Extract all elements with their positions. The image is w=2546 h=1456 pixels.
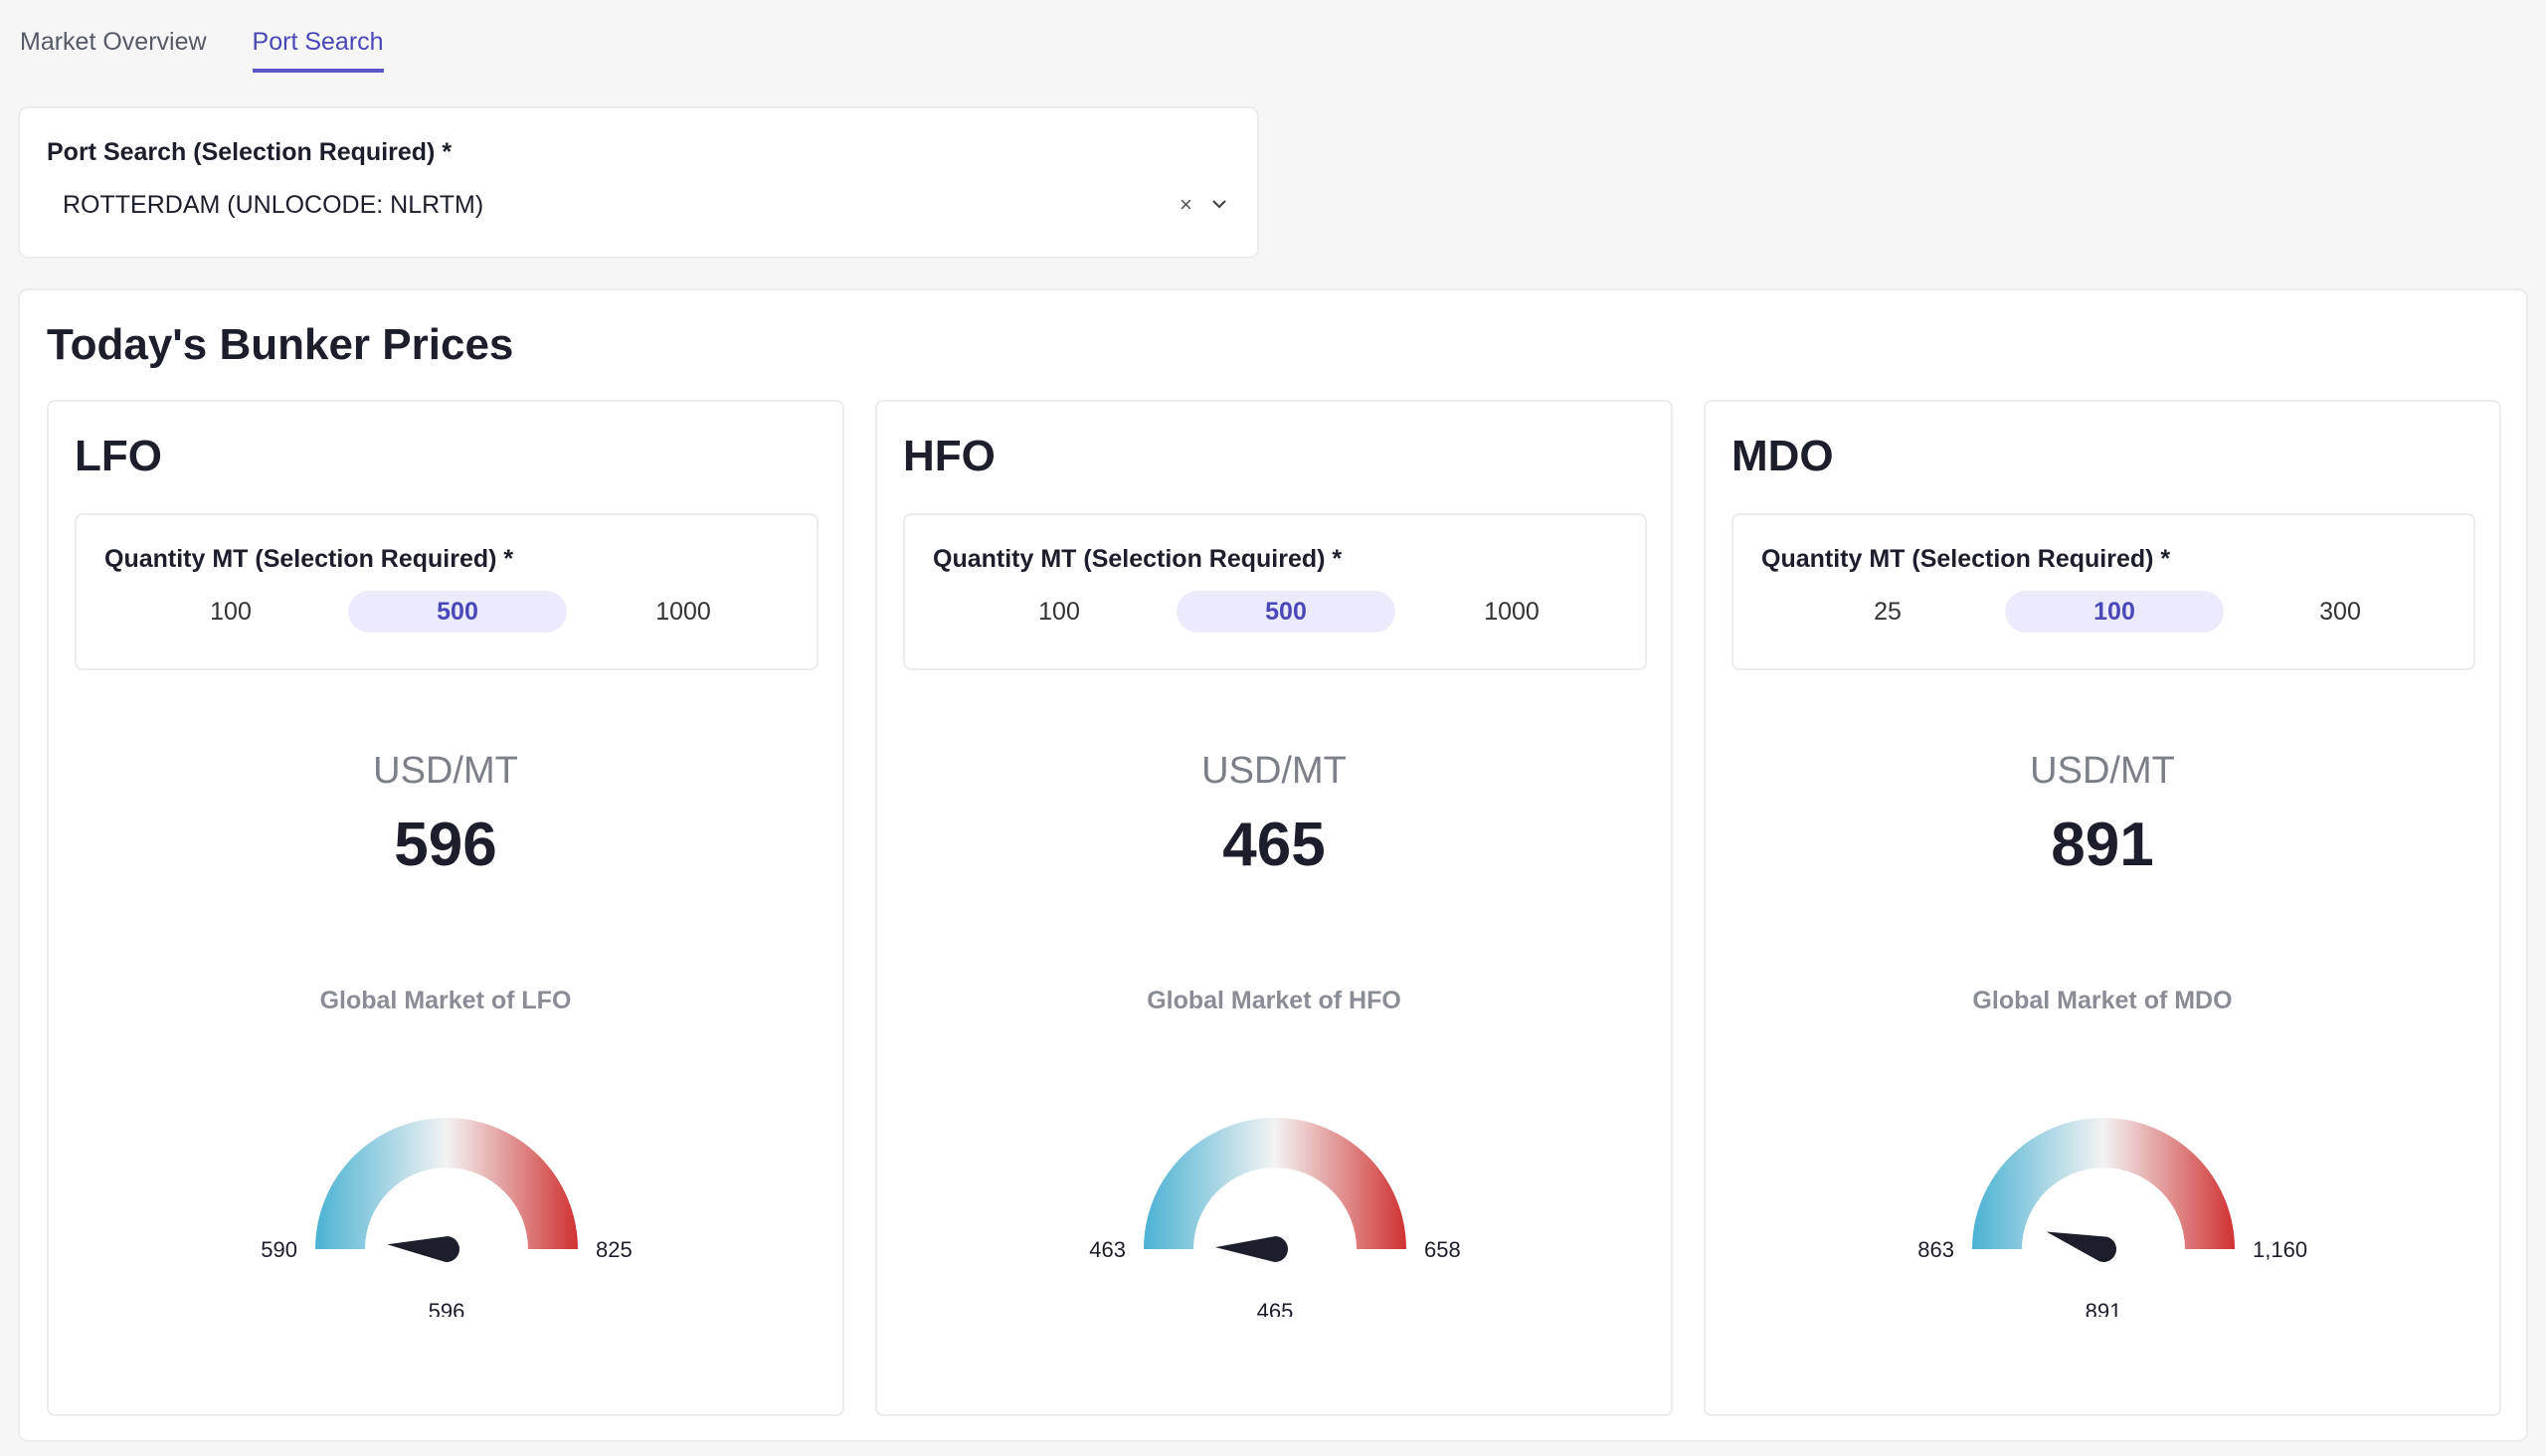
clear-icon[interactable]: × <box>1180 192 1192 217</box>
quantity-option[interactable]: 100 <box>210 598 252 626</box>
tab-market-overview[interactable]: Market Overview <box>20 28 207 56</box>
gauge-needle <box>2046 1231 2117 1263</box>
fuel-name-hfo: HFO <box>903 432 996 480</box>
gauge-value-label: 596 <box>429 1299 465 1317</box>
quantity-option[interactable]: 25 <box>1874 598 1902 626</box>
fuel-card-hfo: HFO Quantity MT (Selection Required) * 100… <box>875 400 1673 1416</box>
gauge-arc <box>1972 1118 2235 1249</box>
quantity-option[interactable]: 100 <box>1038 598 1080 626</box>
bunker-prices-card: Today's Bunker Prices LFO Quantity MT (Se… <box>18 288 2528 1442</box>
global-market-label: Global Market of HFO <box>1147 987 1401 1014</box>
price-value: 465 <box>1222 811 1326 879</box>
price-gauge: 863 1,160 891 <box>1917 1118 2307 1317</box>
gauge-arc <box>315 1118 578 1249</box>
gauge-max-label: 1,160 <box>2253 1237 2307 1262</box>
quantity-label: Quantity MT (Selection Required) * <box>933 545 1343 573</box>
gauge-value-label: 891 <box>2086 1299 2122 1317</box>
price-value: 891 <box>2051 811 2154 879</box>
price-unit: USD/MT <box>2030 750 2175 792</box>
quantity-label: Quantity MT (Selection Required) * <box>1761 545 2171 573</box>
quantity-option[interactable]: 500 <box>1177 591 1395 633</box>
quantity-option[interactable]: 100 <box>2005 591 2224 633</box>
fuel-name-mdo: MDO <box>1731 432 1834 480</box>
gauge-arc <box>1144 1118 1406 1249</box>
quantity-option[interactable]: 1000 <box>1484 598 1540 626</box>
gauge-min-label: 863 <box>1917 1237 1954 1262</box>
port-search-select[interactable]: ROTTERDAM (UNLOCODE: NLRTM) <box>63 191 484 219</box>
gauge-needle <box>1215 1236 1288 1262</box>
quantity-selector: Quantity MT (Selection Required) * 100 500… <box>903 513 1647 670</box>
quantity-option[interactable]: 300 <box>2319 598 2361 626</box>
price-unit: USD/MT <box>1201 750 1347 792</box>
quantity-selector: Quantity MT (Selection Required) * 100 500… <box>75 513 818 670</box>
quantity-option[interactable]: 500 <box>348 591 567 633</box>
port-search-card: Port Search (Selection Required) * ROTTE… <box>18 106 1259 259</box>
fuel-card-lfo: LFO Quantity MT (Selection Required) * 100… <box>47 400 844 1416</box>
quantity-selector: Quantity MT (Selection Required) * 25 100 3… <box>1731 513 2475 670</box>
gauge-min-label: 590 <box>261 1237 297 1262</box>
tab-port-search[interactable]: Port Search <box>252 28 384 73</box>
quantity-label: Quantity MT (Selection Required) * <box>104 545 514 573</box>
gauge-max-label: 825 <box>596 1237 633 1262</box>
fuel-card-mdo: MDO Quantity MT (Selection Required) * 25 1… <box>1704 400 2501 1416</box>
global-market-label: Global Market of LFO <box>319 987 572 1014</box>
gauge-needle <box>387 1236 459 1262</box>
gauge-min-label: 463 <box>1089 1237 1126 1262</box>
price-unit: USD/MT <box>373 750 518 792</box>
price-gauge: 463 658 465 <box>1089 1118 1461 1317</box>
global-market-label: Global Market of MDO <box>1972 987 2233 1014</box>
gauge-value-label: 465 <box>1257 1299 1294 1317</box>
quantity-option[interactable]: 1000 <box>655 598 711 626</box>
price-value: 596 <box>394 811 497 879</box>
tab-bar: Market Overview Port Search <box>20 28 384 73</box>
price-gauge: 590 825 596 <box>261 1118 633 1317</box>
chevron-down-icon[interactable] <box>1209 196 1229 212</box>
bunker-prices-title: Today's Bunker Prices <box>47 320 514 369</box>
fuel-name-lfo: LFO <box>75 432 162 480</box>
gauge-max-label: 658 <box>1424 1237 1461 1262</box>
port-search-label: Port Search (Selection Required) * <box>47 138 453 166</box>
